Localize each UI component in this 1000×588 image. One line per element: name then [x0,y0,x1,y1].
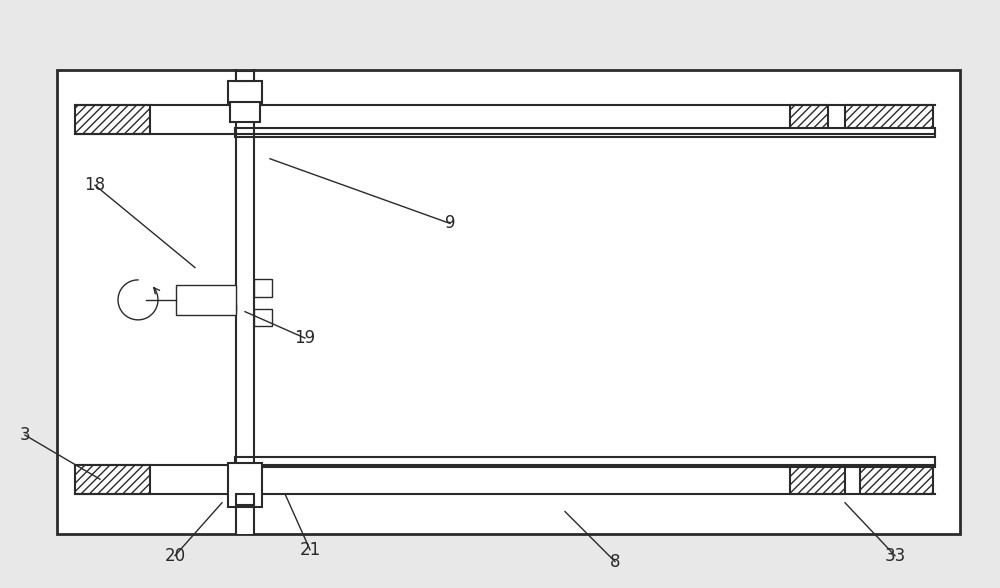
Bar [236,71,254,81]
Bar [860,465,933,494]
Text: 21: 21 [299,541,321,559]
Bar [235,128,935,137]
Bar [75,465,150,494]
Bar [236,494,254,505]
Bar [228,463,262,507]
Bar [228,81,262,105]
Text: 18: 18 [84,176,106,194]
Text: 8: 8 [610,553,620,570]
Bar [790,105,828,134]
Bar [57,70,960,534]
Bar [254,279,272,297]
Text: 33: 33 [884,547,906,564]
Bar [230,102,260,122]
Bar [790,465,845,494]
Bar [176,285,236,315]
Text: 19: 19 [294,329,316,347]
Bar [236,70,254,534]
Text: 20: 20 [164,547,186,564]
Bar [254,309,272,326]
Text: 9: 9 [445,215,455,232]
Bar [845,105,933,134]
Bar [235,457,935,467]
Bar [75,105,150,134]
Text: 3: 3 [20,426,30,444]
